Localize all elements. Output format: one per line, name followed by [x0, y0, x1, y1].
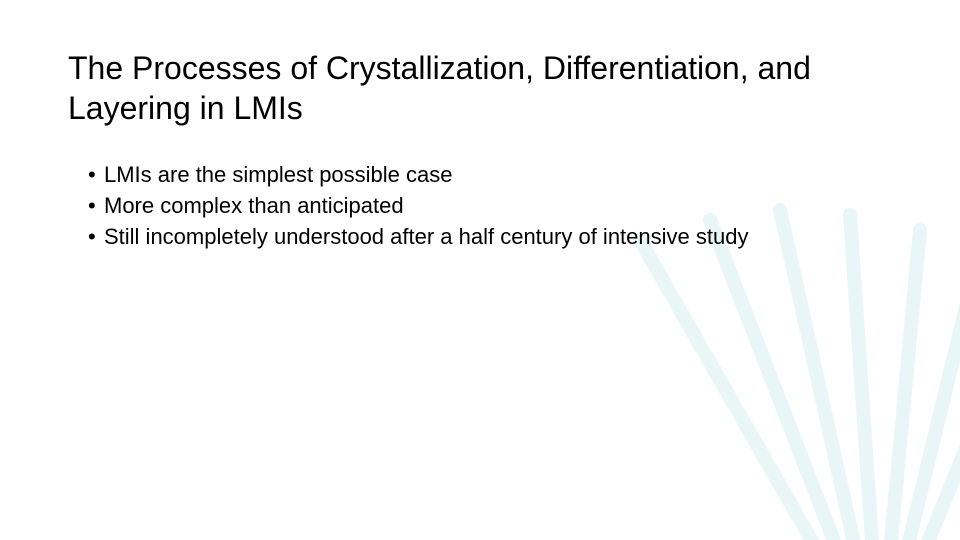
- bullet-item: Still incompletely understood after a ha…: [88, 222, 892, 253]
- bullet-item: LMIs are the simplest possible case: [88, 160, 892, 191]
- slide-title: The Processes of Crystallization, Differ…: [68, 48, 892, 128]
- slide-content: The Processes of Crystallization, Differ…: [0, 0, 960, 252]
- bullet-item: More complex than anticipated: [88, 191, 892, 222]
- bullet-list: LMIs are the simplest possible case More…: [68, 160, 892, 252]
